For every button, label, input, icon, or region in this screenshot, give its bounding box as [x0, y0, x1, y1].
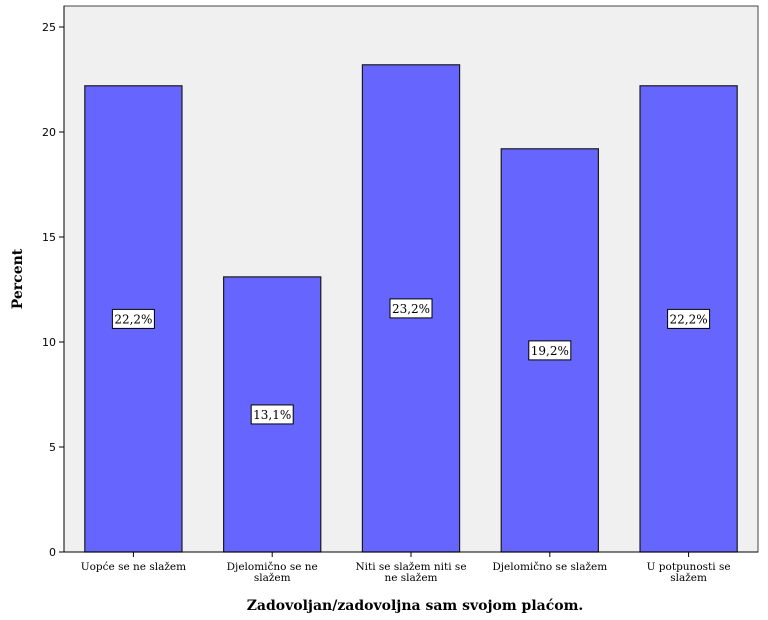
data-label: 19,2% — [531, 344, 569, 358]
data-label: 22,2% — [670, 312, 708, 326]
y-tick-label: 10 — [42, 336, 56, 349]
bars-group: 22,2% 13,1% 23,2% 19,2% 22,2% — [84, 64, 738, 553]
y-tick-label: 0 — [49, 546, 56, 559]
x-tick-label: slažem — [670, 572, 707, 584]
y-tick-label: 25 — [42, 21, 56, 34]
data-label: 23,2% — [392, 302, 430, 316]
data-label-box — [389, 298, 433, 319]
data-label-box — [528, 340, 572, 361]
data-label: 13,1% — [253, 408, 291, 422]
x-tick-label: Uopće se ne slažem — [81, 560, 186, 573]
x-tick-label: U potpunosti se — [647, 561, 731, 573]
y-tick-label: 5 — [49, 441, 56, 454]
x-axis-title: Zadovoljan/zadovoljna sam svojom plaćom. — [247, 598, 584, 614]
data-label-box — [667, 308, 711, 329]
y-axis-title: Percent — [10, 248, 26, 309]
y-tick-label: 15 — [42, 231, 56, 244]
data-label-box — [250, 404, 294, 425]
x-tick-label: Niti se slažem niti se — [355, 561, 466, 573]
x-tick-label: slažem — [254, 572, 291, 584]
x-tick-label: ne slažem — [384, 572, 437, 584]
x-axis: Uopće se ne slažem Djelomično se neslažem… — [64, 551, 758, 584]
x-tick-label: Djelomično se slažem — [492, 560, 607, 573]
y-tick-label: 20 — [42, 126, 56, 139]
data-label: 22,2% — [114, 312, 152, 326]
y-axis: 0 5 10 15 20 25 — [42, 6, 65, 559]
x-tick-label: Djelomično se ne — [227, 560, 318, 573]
data-label-box — [111, 308, 155, 329]
